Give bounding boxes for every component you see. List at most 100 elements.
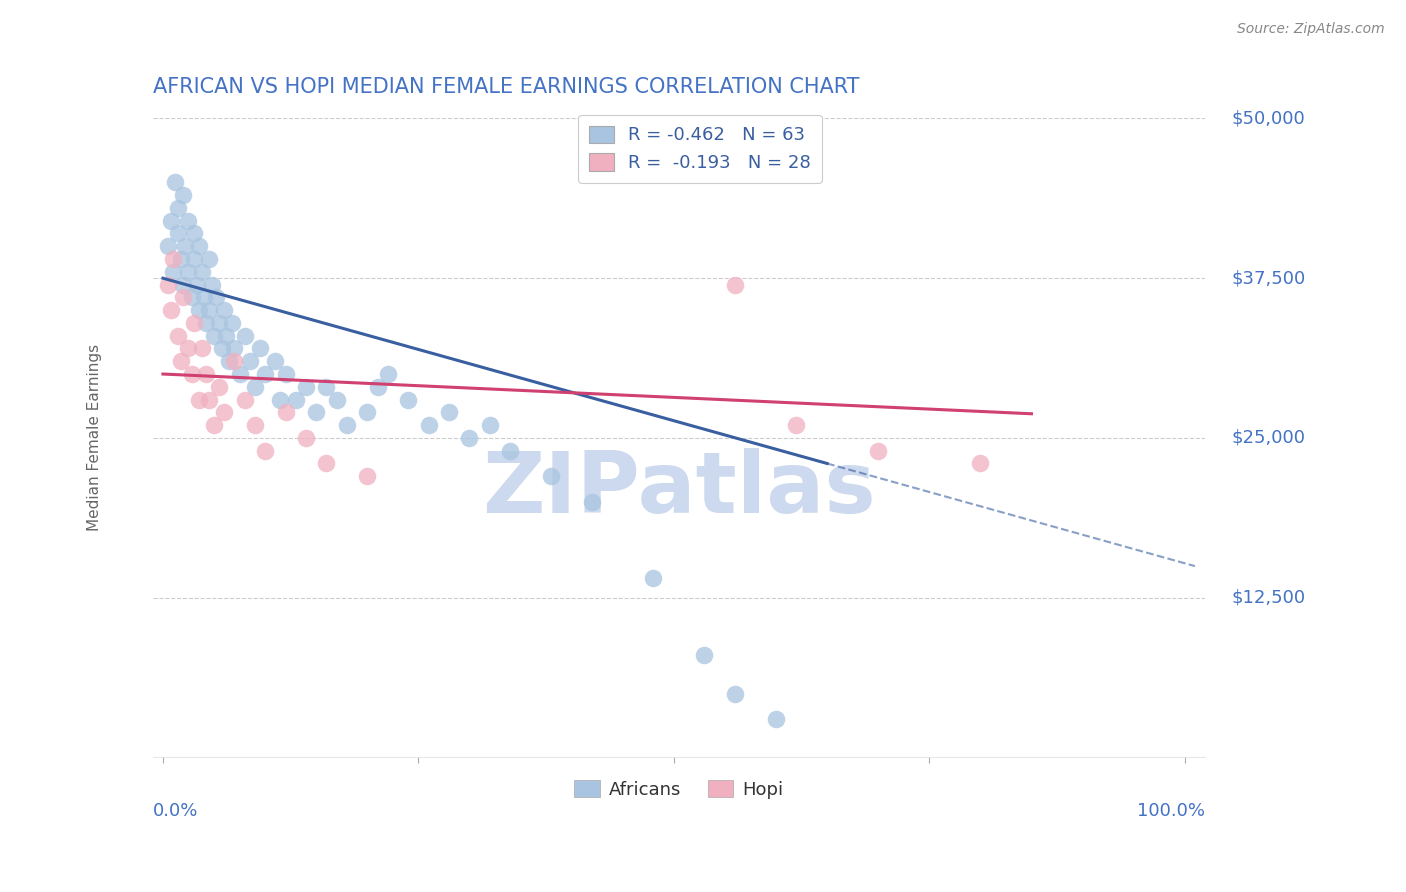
Point [478, 418, 501, 433]
Point [221, 316, 243, 330]
Point [215, 328, 238, 343]
Text: AFRICAN VS HOPI MEDIAN FEMALE EARNINGS CORRELATION CHART: AFRICAN VS HOPI MEDIAN FEMALE EARNINGS C… [153, 78, 859, 97]
Text: $12,500: $12,500 [1232, 589, 1306, 607]
Text: 0.0%: 0.0% [153, 802, 198, 820]
Point [269, 392, 291, 407]
Point [187, 303, 209, 318]
Point [540, 469, 562, 483]
Text: Source: ZipAtlas.com: Source: ZipAtlas.com [1237, 22, 1385, 37]
Point [172, 277, 194, 292]
Point [183, 227, 205, 241]
Point [208, 380, 231, 394]
Point [187, 392, 209, 407]
Point [254, 443, 277, 458]
Point [160, 213, 183, 227]
Text: ZIPatlas: ZIPatlas [482, 448, 876, 531]
Point [193, 290, 215, 304]
Point [170, 252, 193, 266]
Point [174, 239, 197, 253]
Point [211, 342, 233, 356]
Point [295, 431, 318, 445]
Point [218, 354, 240, 368]
Point [418, 418, 440, 433]
Point [284, 392, 307, 407]
Point [183, 252, 205, 266]
Point [396, 392, 419, 407]
Point [356, 469, 378, 483]
Point [187, 239, 209, 253]
Point [274, 405, 297, 419]
Point [724, 150, 747, 164]
Point [180, 367, 202, 381]
Point [194, 367, 217, 381]
Point [868, 443, 890, 458]
Point [785, 418, 807, 433]
Point [243, 418, 266, 433]
Point [249, 342, 271, 356]
Point [205, 290, 228, 304]
Point [183, 316, 205, 330]
Point [165, 175, 187, 189]
Point [437, 405, 460, 419]
Point [177, 265, 200, 279]
Point [233, 392, 256, 407]
Point [180, 290, 202, 304]
Point [969, 457, 991, 471]
Point [212, 405, 235, 419]
Point [177, 342, 200, 356]
Point [377, 367, 399, 381]
Text: 100.0%: 100.0% [1137, 802, 1205, 820]
Point [172, 188, 194, 202]
Point [356, 405, 378, 419]
Point [167, 227, 190, 241]
Point [367, 380, 389, 394]
Point [202, 328, 225, 343]
Point [202, 418, 225, 433]
Text: Median Female Earnings: Median Female Earnings [87, 344, 103, 532]
Point [167, 328, 190, 343]
Point [325, 392, 347, 407]
Point [160, 303, 183, 318]
Point [191, 265, 214, 279]
Point [201, 277, 224, 292]
Point [233, 328, 256, 343]
Text: $25,000: $25,000 [1232, 429, 1305, 447]
Point [224, 354, 246, 368]
Point [264, 354, 287, 368]
Point [198, 392, 221, 407]
Point [186, 277, 208, 292]
Point [643, 572, 665, 586]
Point [458, 431, 481, 445]
Point [224, 342, 246, 356]
Point [581, 495, 603, 509]
Point [243, 380, 266, 394]
Point [305, 405, 328, 419]
Point [336, 418, 359, 433]
Point [765, 712, 787, 726]
Point [254, 367, 277, 381]
Point [162, 265, 184, 279]
Point [167, 201, 190, 215]
Point [177, 213, 200, 227]
Point [198, 252, 221, 266]
Point [212, 303, 235, 318]
Point [172, 290, 194, 304]
Point [315, 380, 337, 394]
Point [239, 354, 262, 368]
Point [194, 316, 217, 330]
Point [208, 316, 231, 330]
Point [191, 342, 214, 356]
Point [157, 239, 180, 253]
Text: $50,000: $50,000 [1232, 110, 1305, 128]
Point [170, 354, 193, 368]
Point [499, 443, 522, 458]
Point [157, 277, 180, 292]
Point [162, 252, 184, 266]
Point [724, 686, 747, 700]
Point [724, 277, 747, 292]
Point [295, 380, 318, 394]
Point [315, 457, 337, 471]
Point [274, 367, 297, 381]
Point [228, 367, 250, 381]
Text: $37,500: $37,500 [1232, 269, 1306, 287]
